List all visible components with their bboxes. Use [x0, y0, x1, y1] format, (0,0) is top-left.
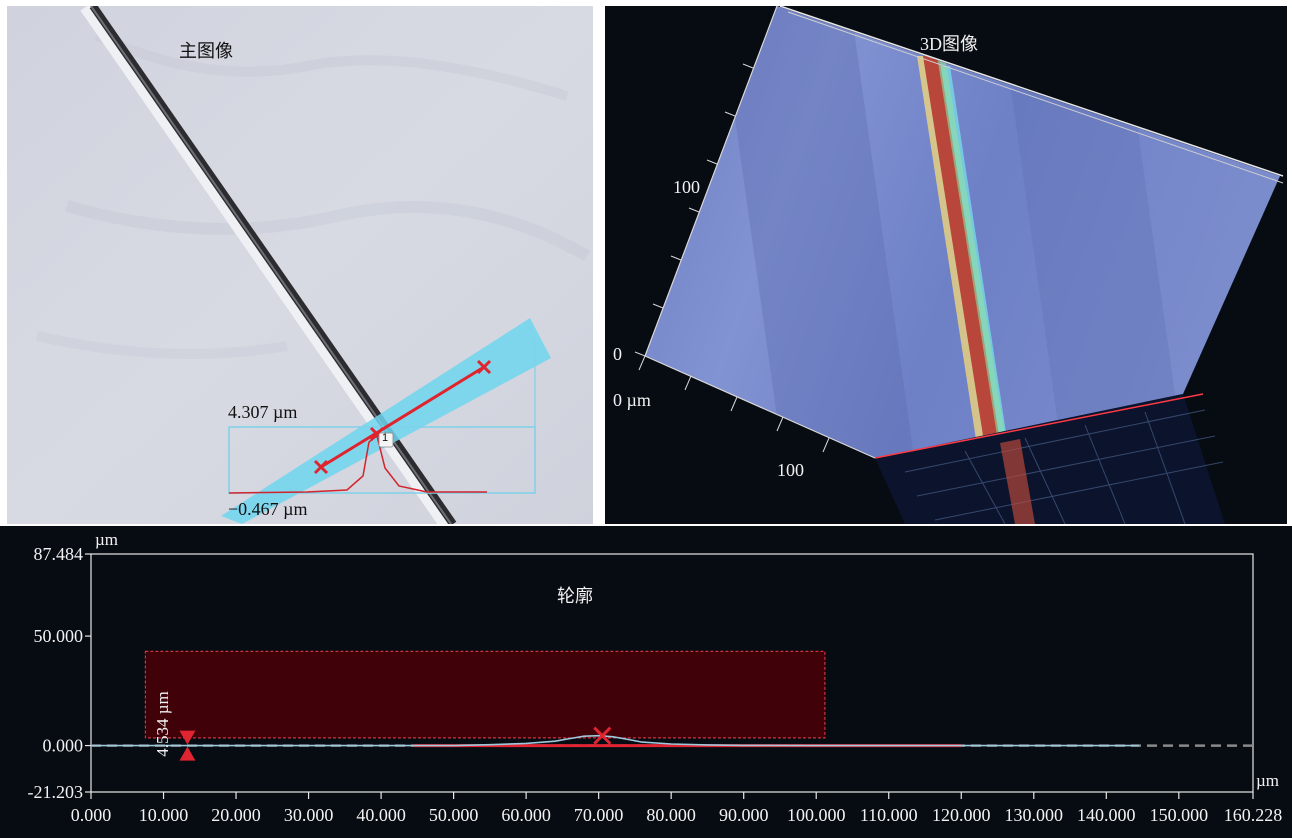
endpoint-marker-right [476, 359, 492, 375]
profile-panel[interactable]: 87.484 50.000 0.000 -21.203 0.000 10.000 20.0… [0, 526, 1292, 838]
x-tick-label-6: 60.000 [501, 805, 551, 825]
3d-axis-label-100-left: 100 [673, 177, 700, 197]
x-unit-label: µm [1256, 771, 1280, 790]
3d-axis-label-100-bottom: 100 [777, 460, 804, 480]
x-tick-label-1: 10.000 [139, 805, 189, 825]
x-tick-label-13: 130.000 [1005, 805, 1064, 825]
measure-height-label: 4.534 µm [152, 691, 172, 757]
3d-image-title: 3D图像 [920, 34, 978, 54]
roi-box [144, 650, 826, 739]
x-tick-label-8: 80.000 [646, 805, 696, 825]
measure-marker-bottom [179, 746, 196, 761]
3d-axis-label-0: 0 [613, 344, 622, 364]
profile-title: 轮廓 [557, 586, 593, 606]
y-tick-label-0: 87.484 [34, 544, 84, 564]
measure-marker-top [179, 730, 196, 745]
x-tick-label-15: 150.000 [1150, 805, 1209, 825]
x-tick-label-11: 110.000 [860, 805, 918, 825]
profile-chart: 87.484 50.000 0.000 -21.203 0.000 10.000 20.0… [28, 544, 1283, 825]
marker-number-badge [378, 432, 394, 448]
endpoint-marker-left [313, 459, 329, 475]
height-max-label: 4.307 µm [228, 402, 298, 422]
measure-line [320, 365, 485, 469]
x-tick-label-5: 50.000 [429, 805, 479, 825]
y-unit-label: µm [95, 530, 119, 549]
height-min-label: −0.467 µm [228, 499, 308, 519]
x-tick-label-16: 160.228 [1224, 805, 1283, 825]
profile-band [221, 318, 551, 524]
profile-line [91, 734, 1139, 747]
x-tick-label-3: 30.000 [284, 805, 334, 825]
main-image-background [7, 6, 593, 524]
x-tick-label-7: 70.000 [574, 805, 624, 825]
3d-y-axis [644, 6, 778, 357]
3d-axis-label-0-um: 0 µm [613, 390, 651, 410]
3d-axis-ticks [634, 63, 830, 453]
3d-floor [875, 394, 1225, 524]
x-tick-label-10: 100.000 [787, 805, 846, 825]
peak-marker [593, 726, 612, 745]
x-tick-label-0: 0.000 [71, 805, 112, 825]
3d-top-edge [779, 6, 1284, 177]
y-tick-label-2: 0.000 [43, 736, 84, 756]
x-tick-label-9: 90.000 [719, 805, 769, 825]
x-tick-label-14: 140.000 [1077, 805, 1136, 825]
x-tick-label-2: 20.000 [211, 805, 261, 825]
3d-cut-line [874, 393, 1204, 459]
main-image-canvas [7, 6, 593, 524]
3d-x-axis [644, 355, 876, 459]
main-image-title: 主图像 [179, 41, 233, 61]
3d-image-panel[interactable]: 3D图像 100 0 0 µm 100 [605, 6, 1287, 524]
y-tick-label-1: 50.000 [34, 626, 84, 646]
3d-view-canvas [634, 6, 1284, 524]
x-tick-label-12: 120.000 [932, 805, 991, 825]
x-tick-label-4: 40.000 [356, 805, 406, 825]
main-image-panel[interactable]: 主图像 4.307 µm −0.467 µm 1 [7, 6, 593, 524]
marker-number: 1 [382, 432, 389, 444]
y-tick-label-3: -21.203 [28, 782, 84, 802]
3d-groove [923, 56, 1013, 458]
